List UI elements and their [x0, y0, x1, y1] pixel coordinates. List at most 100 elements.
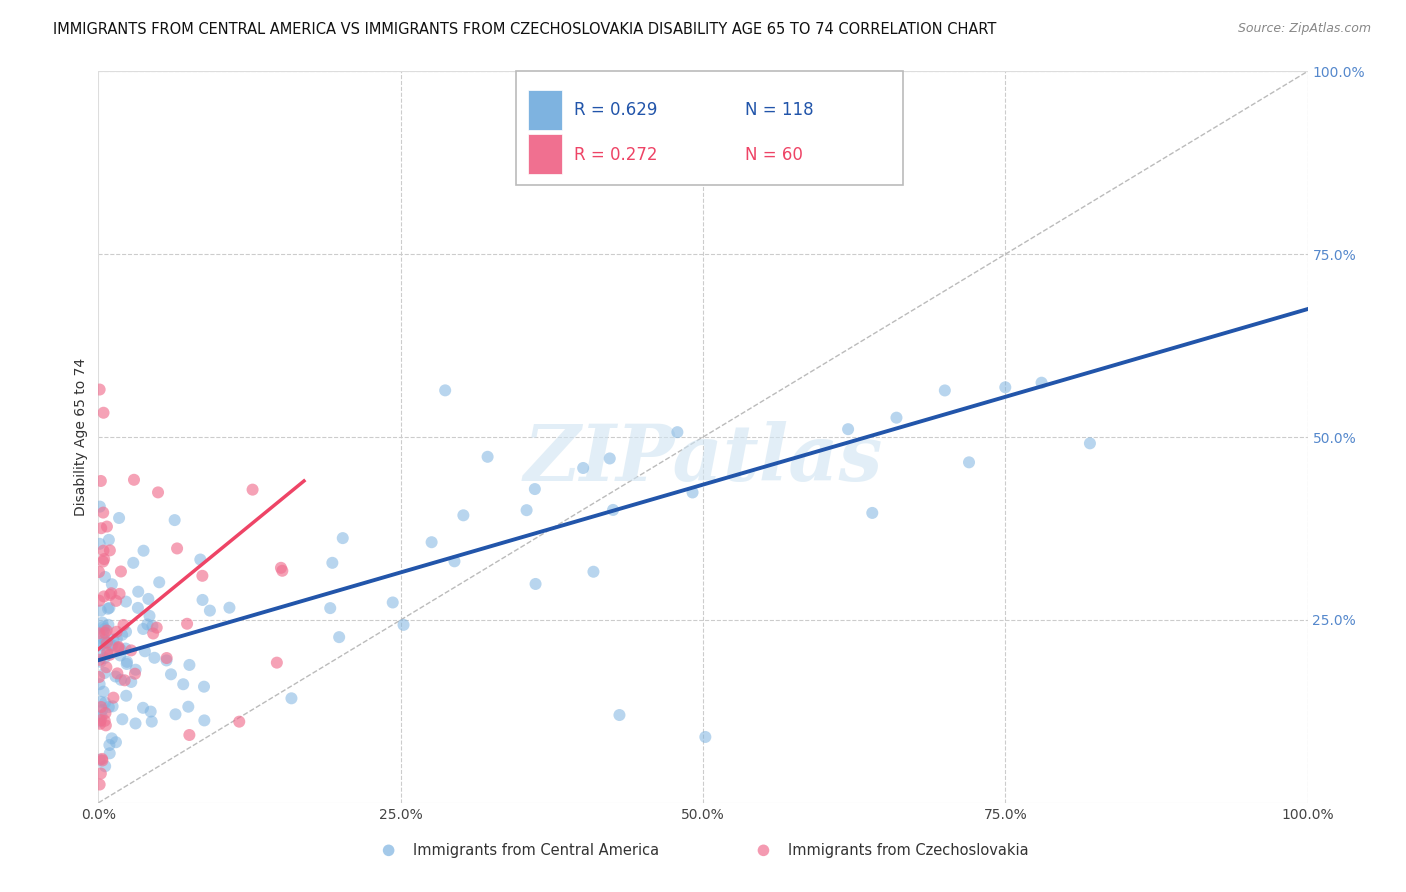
Text: N = 118: N = 118	[745, 101, 814, 120]
Point	[89, 593, 111, 607]
Point	[91, 703, 114, 717]
Point	[132, 622, 155, 636]
Point	[602, 503, 624, 517]
Point	[163, 513, 186, 527]
Point	[160, 667, 183, 681]
Point	[381, 595, 404, 609]
Point	[91, 752, 114, 766]
Point	[94, 570, 117, 584]
Text: Immigrants from Central America: Immigrants from Central America	[413, 843, 659, 858]
Point	[193, 680, 215, 694]
Point	[143, 650, 166, 665]
Point	[93, 590, 115, 604]
Point	[266, 656, 288, 670]
Point	[89, 655, 111, 669]
Point	[858, 87, 880, 101]
Point	[443, 554, 465, 568]
Point	[124, 716, 146, 731]
Point	[90, 603, 112, 617]
Point	[96, 624, 118, 638]
Point	[105, 632, 128, 646]
Point	[114, 673, 136, 688]
Point	[98, 638, 121, 652]
Point	[90, 700, 112, 714]
Point	[98, 600, 121, 615]
Point	[111, 628, 134, 642]
Point	[91, 615, 114, 630]
Point	[516, 503, 538, 517]
Point	[93, 632, 115, 647]
Point	[94, 718, 117, 732]
Point	[91, 555, 114, 569]
Point	[572, 461, 595, 475]
Point	[94, 635, 117, 649]
Point	[89, 714, 111, 729]
FancyBboxPatch shape	[527, 90, 561, 130]
Point	[103, 690, 125, 705]
Point	[110, 565, 132, 579]
Point	[524, 577, 547, 591]
Point	[101, 699, 124, 714]
Point	[89, 653, 111, 667]
Point	[120, 643, 142, 657]
Point	[120, 675, 142, 690]
Point	[110, 642, 132, 657]
Point	[90, 695, 112, 709]
Point	[392, 618, 415, 632]
Text: Immigrants from Czechoslovakia: Immigrants from Czechoslovakia	[787, 843, 1028, 858]
Point	[115, 655, 138, 669]
Point	[122, 556, 145, 570]
Point	[94, 696, 117, 710]
Point	[96, 660, 118, 674]
Point	[115, 657, 138, 671]
Text: Source: ZipAtlas.com: Source: ZipAtlas.com	[1237, 22, 1371, 36]
Point	[523, 482, 546, 496]
Point	[93, 684, 115, 698]
Point	[434, 384, 457, 398]
Point	[108, 587, 131, 601]
Point	[97, 601, 120, 615]
Point	[179, 728, 201, 742]
Point	[93, 651, 115, 665]
Point	[177, 699, 200, 714]
Point	[139, 705, 162, 719]
Point	[145, 621, 167, 635]
Point	[93, 406, 115, 420]
Point	[108, 511, 131, 525]
Point	[271, 564, 294, 578]
Point	[89, 383, 111, 397]
Point	[280, 691, 302, 706]
Point	[87, 565, 110, 579]
Point	[96, 519, 118, 533]
Point	[91, 754, 114, 768]
Point	[93, 622, 115, 636]
Point	[100, 731, 122, 746]
Text: ZIPatlas: ZIPatlas	[523, 421, 883, 497]
Point	[477, 450, 499, 464]
Point	[138, 591, 160, 606]
Point	[156, 651, 179, 665]
Point	[90, 713, 112, 727]
Point	[105, 594, 128, 608]
Point	[97, 533, 120, 547]
Point	[666, 425, 689, 439]
Point	[176, 616, 198, 631]
Point	[127, 584, 149, 599]
Point	[105, 624, 128, 639]
Point	[191, 569, 214, 583]
Point	[94, 706, 117, 720]
Point	[142, 626, 165, 640]
Point	[886, 83, 908, 97]
Point	[957, 455, 980, 469]
Point	[994, 380, 1017, 394]
Point	[1031, 376, 1053, 390]
Point	[270, 561, 292, 575]
Point	[332, 531, 354, 545]
Point	[98, 648, 121, 662]
Point	[377, 843, 399, 857]
Text: N = 60: N = 60	[745, 146, 803, 164]
Point	[107, 640, 129, 654]
Point	[582, 565, 605, 579]
Point	[132, 701, 155, 715]
Point	[321, 556, 343, 570]
